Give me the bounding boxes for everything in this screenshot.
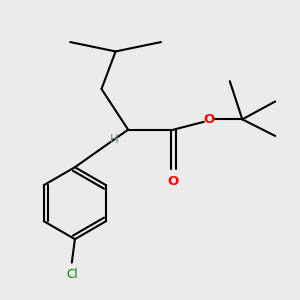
- Text: Cl: Cl: [66, 268, 78, 281]
- Text: O: O: [168, 176, 179, 188]
- Text: H: H: [110, 133, 118, 146]
- Text: O: O: [204, 113, 215, 126]
